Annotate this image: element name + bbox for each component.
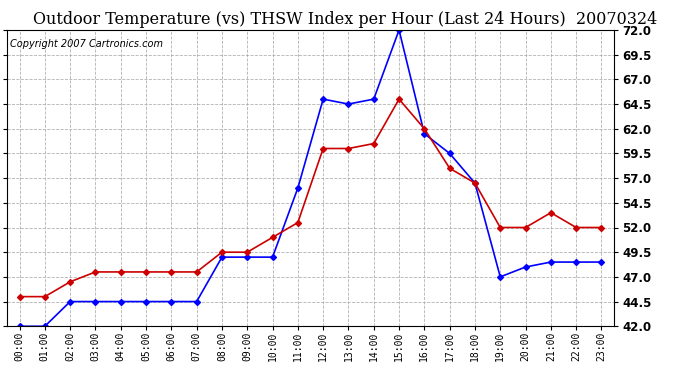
Text: Copyright 2007 Cartronics.com: Copyright 2007 Cartronics.com bbox=[10, 39, 163, 49]
Text: Outdoor Temperature (vs) THSW Index per Hour (Last 24 Hours)  20070324: Outdoor Temperature (vs) THSW Index per … bbox=[33, 11, 657, 28]
